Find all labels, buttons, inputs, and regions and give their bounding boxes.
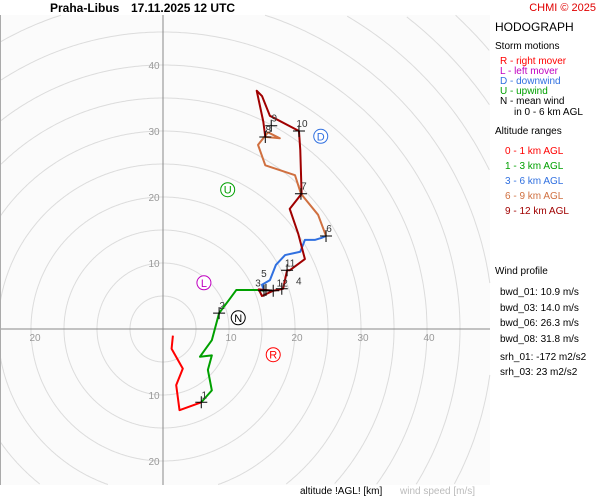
tick-label: 40 bbox=[423, 333, 435, 344]
altitude-legend-item: 3 - 6 km AGL bbox=[505, 176, 564, 187]
height-marker bbox=[259, 284, 272, 297]
speed-ring bbox=[0, 64, 428, 329]
altitude-legend-item: 1 - 3 km AGL bbox=[505, 161, 564, 172]
height-label: 5 bbox=[261, 269, 267, 280]
height-marker bbox=[281, 264, 294, 277]
hodograph-series bbox=[255, 89, 306, 297]
speed-ring bbox=[346, 15, 490, 171]
plot-area bbox=[0, 15, 490, 485]
storm-motion-label: U bbox=[224, 185, 232, 197]
speed-ring bbox=[455, 14, 490, 51]
altitude-legend-item: 0 - 1 km AGL bbox=[505, 146, 564, 157]
height-label: 2 bbox=[219, 301, 225, 312]
altitude-label: altitude !AGL! [km] bbox=[300, 486, 383, 497]
height-label: 11 bbox=[285, 258, 296, 269]
height-label: 12 bbox=[277, 279, 289, 290]
station-name: Praha-Libus bbox=[50, 1, 120, 15]
storm-motion-marker bbox=[313, 128, 329, 144]
height-marker bbox=[292, 125, 305, 137]
height-marker bbox=[294, 187, 307, 200]
speed-ring bbox=[0, 354, 109, 485]
height-marker bbox=[265, 119, 278, 132]
height-label: 3 bbox=[255, 279, 261, 290]
storm-legend-item: L - left mover bbox=[500, 66, 558, 77]
srh-line: srh_03: 23 m2/s2 bbox=[500, 367, 578, 378]
speed-ring bbox=[406, 16, 490, 105]
storm-legend-item: D - downwind bbox=[500, 76, 561, 87]
altitude-legend-item: 9 - 12 km AGL bbox=[505, 206, 569, 217]
profile-line: bwd_08: 31.8 m/s bbox=[500, 333, 579, 345]
profile-line: bwd_01: 10.9 m/s bbox=[500, 287, 579, 298]
speed-ring bbox=[415, 329, 461, 485]
speed-ring bbox=[376, 329, 428, 485]
storm-motion-marker bbox=[230, 310, 246, 326]
height-label: 9 bbox=[271, 114, 277, 125]
storm-legend-item: R - right mover bbox=[500, 56, 567, 67]
speed-ring bbox=[0, 31, 461, 329]
speed-ring bbox=[334, 329, 395, 484]
storm-motion-label: R bbox=[269, 350, 277, 362]
storm-motion-marker bbox=[265, 347, 281, 363]
storm-motion-label: D bbox=[317, 131, 325, 143]
speed-ring bbox=[0, 14, 62, 43]
speed-ring bbox=[0, 442, 41, 485]
speed-ring bbox=[285, 329, 362, 485]
legend-title: HODOGRAPH bbox=[495, 20, 574, 34]
wind-profile-title: Wind profile bbox=[495, 266, 548, 277]
tick-label: 20 bbox=[148, 193, 160, 204]
tick-label: 10 bbox=[148, 391, 160, 402]
tick-label: 10 bbox=[148, 259, 160, 270]
hodograph-series bbox=[198, 289, 265, 403]
copyright: CHMI © 2025 bbox=[529, 2, 596, 14]
speed-ring bbox=[453, 374, 491, 485]
height-label: 4 bbox=[296, 277, 302, 288]
height-label: 8 bbox=[266, 125, 272, 136]
altitude-ranges-title: Altitude ranges bbox=[495, 126, 562, 137]
storm-motion-label: L bbox=[201, 278, 207, 290]
srh-line: srh_01: -172 m2/s2 bbox=[500, 352, 587, 363]
tick-label: 20 bbox=[29, 333, 41, 344]
storm-note: in 0 - 6 km AGL bbox=[514, 107, 583, 118]
speed-ring bbox=[0, 97, 395, 329]
height-marker bbox=[275, 282, 288, 295]
speed-ring bbox=[0, 163, 329, 329]
height-label: 6 bbox=[326, 224, 332, 235]
tick-label: 20 bbox=[291, 333, 303, 344]
storm-motions-title: Storm motions bbox=[495, 41, 560, 52]
speed-ring bbox=[264, 14, 491, 284]
height-label: 1 bbox=[201, 390, 207, 401]
hodograph-series bbox=[170, 335, 202, 412]
altitude-legend-item: 6 - 9 km AGL bbox=[505, 191, 564, 202]
wind-speed-label: wind speed [m/s] bbox=[400, 486, 476, 497]
height-label: 10 bbox=[296, 119, 308, 130]
storm-legend-item: U - upwind bbox=[500, 86, 548, 97]
hodograph-series bbox=[261, 235, 327, 292]
height-marker bbox=[213, 307, 226, 320]
height-label: 7 bbox=[301, 182, 307, 193]
tick-label: 30 bbox=[148, 127, 160, 138]
profile-line: bwd_03: 14.0 m/s bbox=[500, 302, 579, 314]
profile-line: bwd_06: 26.3 m/s bbox=[500, 318, 579, 329]
storm-motion-marker bbox=[196, 275, 212, 291]
datetime: 17.11.2025 12 UTC bbox=[131, 1, 236, 15]
height-marker bbox=[259, 130, 272, 143]
storm-legend-item: N - mean wind bbox=[500, 96, 565, 107]
hodograph-series bbox=[257, 131, 327, 237]
storm-motion-label: N bbox=[234, 313, 242, 325]
tick-label: 30 bbox=[357, 333, 369, 344]
height-marker bbox=[195, 396, 208, 409]
speed-ring bbox=[217, 329, 329, 485]
tick-label: 20 bbox=[148, 457, 160, 468]
height-marker bbox=[267, 284, 280, 297]
tick-label: 10 bbox=[225, 333, 237, 344]
tick-label: 40 bbox=[148, 61, 160, 72]
height-marker bbox=[320, 229, 333, 242]
storm-motion-marker bbox=[220, 182, 236, 198]
speed-ring bbox=[0, 130, 362, 329]
